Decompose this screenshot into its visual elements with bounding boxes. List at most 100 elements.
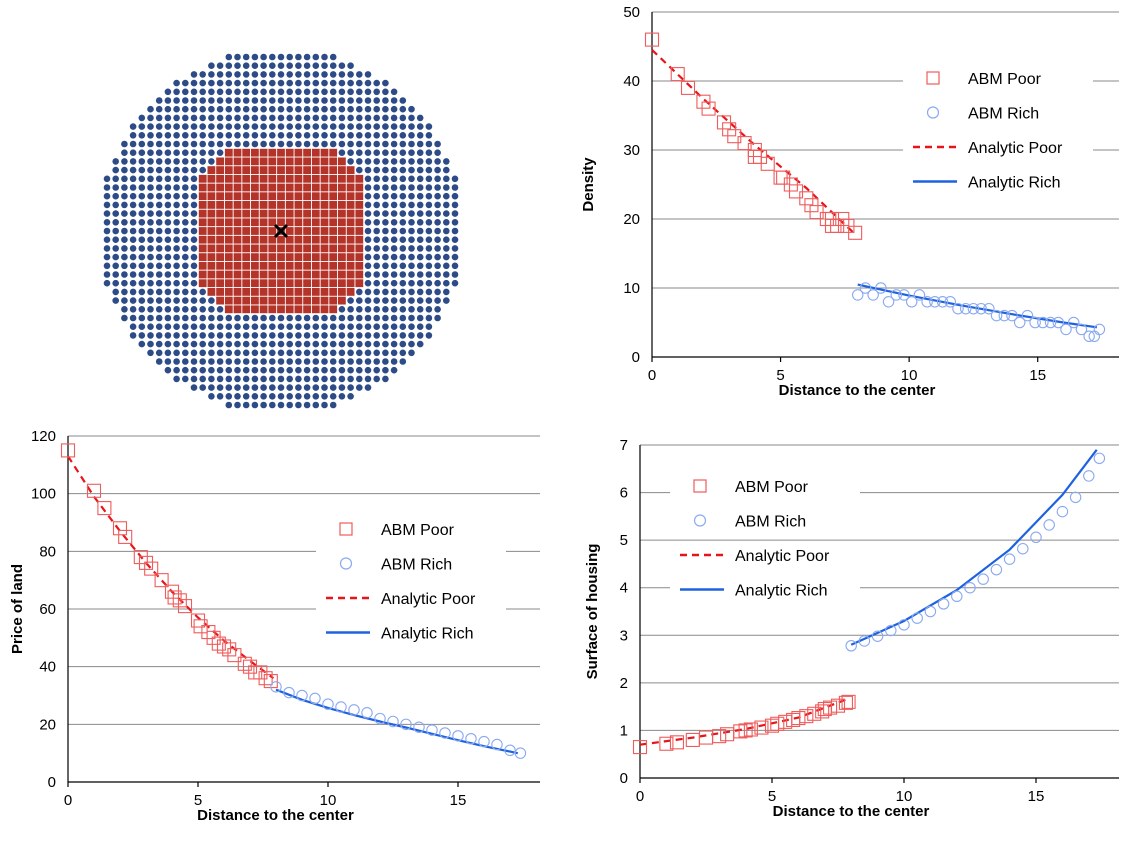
grid-cell-outer — [356, 306, 363, 313]
abm-rich-point — [1083, 330, 1095, 343]
grid-cell-outer — [329, 358, 337, 365]
grid-cell-outer — [190, 349, 198, 357]
grid-cell-outer — [286, 358, 294, 365]
abm-poor-point — [770, 716, 785, 731]
grid-cell-outer — [147, 201, 154, 209]
grid-cell-outer — [399, 201, 407, 209]
grid-cell-outer — [242, 105, 250, 113]
grid-cell-outer — [155, 97, 163, 104]
grid-cell-outer — [155, 332, 163, 339]
grid-cell-outer — [277, 71, 285, 78]
grid-cell-outer — [269, 132, 276, 139]
grid-cell-outer — [164, 114, 172, 122]
grid-cell-outer — [277, 375, 285, 383]
grid-cell-outer — [321, 366, 328, 374]
grid-cell-inner — [216, 183, 224, 192]
grid-cell-inner — [224, 288, 233, 296]
grid-cell-inner — [207, 201, 216, 209]
grid-cell-outer — [269, 332, 276, 339]
grid-cell-outer — [260, 358, 267, 365]
grid-cell-outer — [164, 271, 172, 278]
grid-cell-inner — [355, 253, 364, 261]
grid-cell-outer — [286, 88, 294, 96]
grid-cell-inner — [242, 279, 251, 288]
grid-cell-outer — [286, 71, 294, 78]
grid-cell-outer — [338, 140, 346, 148]
grid-cell-outer — [225, 71, 233, 78]
grid-cell-outer — [155, 314, 163, 322]
grid-cell-outer — [182, 219, 189, 226]
grid-cell-outer — [373, 166, 381, 174]
grid-cell-outer — [164, 158, 172, 165]
grid-cell-outer — [356, 323, 363, 331]
grid-cell-outer — [408, 114, 415, 122]
grid-cell-outer — [425, 271, 433, 278]
grid-cell-outer — [321, 105, 328, 113]
grid-cell-outer — [173, 97, 180, 104]
grid-cell-inner — [207, 192, 216, 201]
grid-cell-outer — [321, 140, 328, 148]
grid-cell-outer — [138, 227, 146, 235]
grid-cell-outer — [382, 288, 389, 296]
grid-cell-outer — [434, 314, 441, 322]
grid-cell-outer — [216, 366, 224, 374]
grid-cell-outer — [121, 253, 128, 261]
grid-cell-outer — [173, 279, 180, 287]
grid-cell-outer — [155, 166, 163, 174]
grid-cell-inner — [338, 270, 346, 279]
grid-cell-inner — [277, 244, 285, 253]
grid-cell-outer — [173, 297, 180, 304]
grid-cell-outer — [399, 210, 407, 217]
grid-cell-outer — [182, 271, 189, 278]
grid-cell-inner — [303, 174, 311, 183]
grid-cell-outer — [416, 175, 424, 183]
grid-cell-outer — [338, 105, 346, 113]
legend-background — [316, 515, 506, 543]
grid-cell-outer — [408, 314, 415, 322]
grid-cell-inner — [198, 192, 207, 201]
grid-cell-outer — [443, 297, 450, 304]
grid-cell-inner — [233, 279, 242, 288]
grid-cell-outer — [347, 158, 354, 165]
grid-cell-outer — [286, 340, 294, 348]
grid-cell-outer — [303, 79, 311, 87]
grid-cell-outer — [121, 236, 128, 243]
grid-cell-outer — [182, 375, 189, 383]
grid-cell-outer — [138, 184, 146, 191]
grid-cell-inner — [285, 279, 294, 288]
grid-cell-inner — [346, 183, 355, 192]
grid-cell-outer — [190, 149, 198, 156]
grid-cell-outer — [147, 140, 154, 148]
grid-cell-outer — [182, 306, 189, 313]
grid-cell-inner — [198, 174, 207, 183]
grid-cell-outer — [364, 71, 372, 78]
grid-cell-outer — [155, 262, 163, 270]
grid-cell-outer — [443, 227, 450, 235]
grid-cell-outer — [234, 332, 241, 339]
abm-poor-point — [201, 625, 216, 640]
grid-cell-outer — [277, 340, 285, 348]
grid-cell-outer — [225, 366, 233, 374]
abm-rich-point — [1030, 531, 1042, 544]
grid-cell-outer — [321, 62, 328, 69]
grid-cell-outer — [129, 297, 137, 304]
grid-cell-outer — [269, 366, 276, 374]
grid-cell-outer — [147, 314, 154, 322]
grid-cell-outer — [347, 358, 354, 365]
abm-rich-point — [875, 282, 887, 294]
grid-cell-outer — [347, 71, 354, 78]
grid-cell-inner — [216, 261, 224, 270]
grid-cell-inner — [259, 157, 268, 166]
legend-label: ABM Poor — [381, 522, 455, 539]
grid-cell-inner — [268, 201, 277, 209]
grid-cell-inner — [242, 305, 251, 314]
grid-cell-outer — [121, 271, 128, 278]
grid-cell-outer — [347, 132, 354, 139]
grid-cell-inner — [268, 244, 277, 253]
grid-cell-outer — [260, 132, 267, 139]
abm-poor-point — [712, 729, 727, 744]
grid-cell-outer — [329, 366, 337, 374]
grid-cell-outer — [129, 306, 137, 313]
abm-rich-point — [514, 747, 527, 759]
grid-cell-outer — [443, 166, 450, 174]
